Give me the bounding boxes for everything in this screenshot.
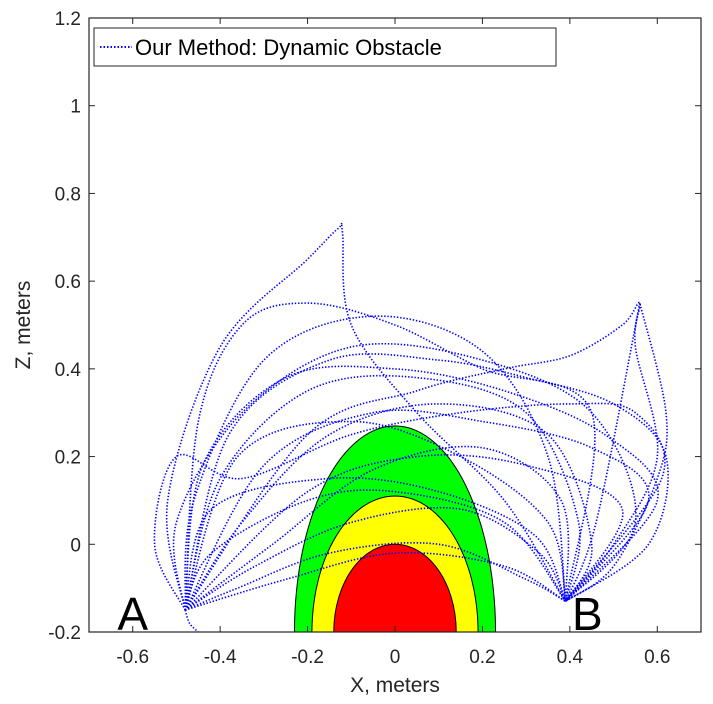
trajectory-17 (184, 302, 596, 611)
trajectory-5 (184, 445, 570, 611)
trajectory-9 (184, 365, 659, 611)
trajectory-series (153, 222, 669, 633)
x-tick-label: -0.4 (204, 647, 237, 668)
trajectory-11 (184, 409, 650, 611)
legend: Our Method: Dynamic Obstacle (93, 27, 557, 67)
x-tick-label: -0.6 (116, 647, 149, 668)
legend-box (93, 27, 557, 67)
trajectory-15 (184, 551, 566, 611)
axis-tick-labels: -0.6 -0.4 -0.2 0 0.2 0.4 0.6 -0.2 0 0.2 0.4 0.6 0.8 1… (48, 9, 670, 668)
x-tick-label: 0.4 (557, 647, 584, 668)
x-tick-label: 0.2 (469, 647, 495, 668)
x-tick-label: 0.6 (644, 647, 670, 668)
y-tick-label: 0.6 (55, 272, 81, 293)
trajectory-21 (564, 302, 641, 602)
x-tick-label: 0 (390, 647, 401, 668)
trajectory-1 (165, 222, 567, 611)
trajectory-8 (172, 342, 637, 611)
trajectory-4 (184, 403, 593, 611)
obstacle-zone-3 (333, 543, 457, 633)
trajectory-10 (184, 353, 669, 611)
y-tick-label: 1 (70, 97, 81, 118)
axis-ticks (89, 17, 701, 633)
y-tick-label: 1.2 (55, 9, 81, 30)
y-tick-label: 0.2 (55, 448, 81, 469)
trajectory-16 (184, 301, 659, 611)
point-b-label: B (572, 588, 603, 640)
x-tick-label: -0.2 (291, 647, 324, 668)
point-a-label: A (117, 588, 148, 640)
trajectory-13 (153, 402, 666, 611)
x-axis-label: X, meters (350, 674, 440, 697)
trajectory-2 (184, 315, 567, 611)
trajectory-20 (184, 609, 199, 633)
trajectory-19 (184, 477, 567, 611)
y-tick-label: -0.2 (48, 623, 81, 644)
y-tick-label: 0.8 (55, 184, 81, 205)
y-tick-label: 0 (70, 535, 81, 556)
obstacle-zones (293, 425, 497, 633)
legend-entry: Our Method: Dynamic Obstacle (135, 35, 442, 60)
y-tick-label: 0.4 (55, 360, 82, 381)
y-axis-label: Z, meters (12, 281, 35, 370)
trajectory-6 (184, 506, 567, 611)
